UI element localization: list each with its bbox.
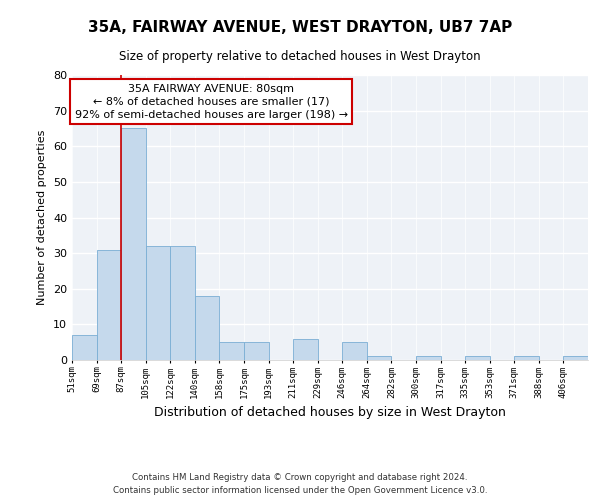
Bar <box>465 356 490 360</box>
Bar <box>170 246 195 360</box>
Y-axis label: Number of detached properties: Number of detached properties <box>37 130 47 305</box>
Bar <box>146 246 170 360</box>
Bar <box>195 296 220 360</box>
Bar <box>367 356 391 360</box>
Bar <box>72 335 97 360</box>
Bar <box>244 342 269 360</box>
Text: 35A FAIRWAY AVENUE: 80sqm
← 8% of detached houses are smaller (17)
92% of semi-d: 35A FAIRWAY AVENUE: 80sqm ← 8% of detach… <box>75 84 348 120</box>
Bar <box>121 128 146 360</box>
Text: Size of property relative to detached houses in West Drayton: Size of property relative to detached ho… <box>119 50 481 63</box>
Text: Contains HM Land Registry data © Crown copyright and database right 2024.
Contai: Contains HM Land Registry data © Crown c… <box>113 473 487 495</box>
Bar <box>342 342 367 360</box>
Bar <box>97 250 121 360</box>
Text: 35A, FAIRWAY AVENUE, WEST DRAYTON, UB7 7AP: 35A, FAIRWAY AVENUE, WEST DRAYTON, UB7 7… <box>88 20 512 35</box>
Bar <box>293 338 318 360</box>
Bar <box>514 356 539 360</box>
Bar <box>563 356 588 360</box>
X-axis label: Distribution of detached houses by size in West Drayton: Distribution of detached houses by size … <box>154 406 506 419</box>
Bar <box>220 342 244 360</box>
Bar <box>416 356 440 360</box>
